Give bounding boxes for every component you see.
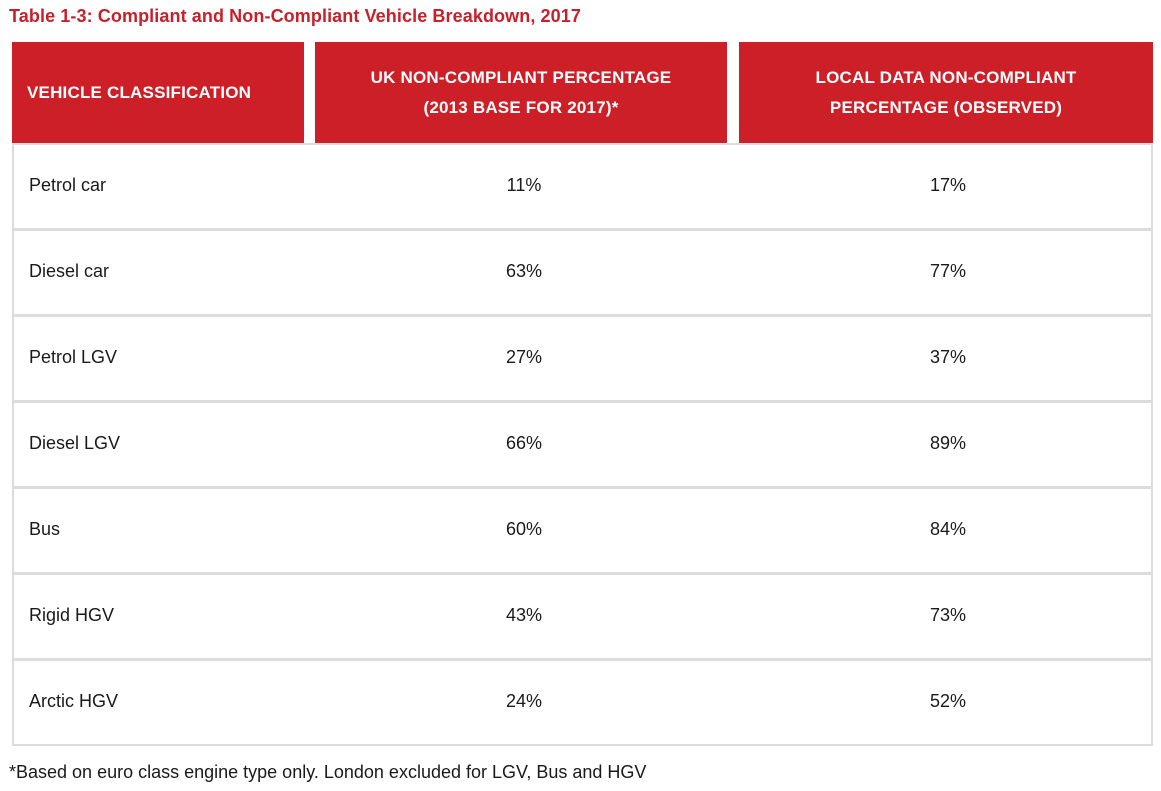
- uk-percentage-cell: 66%: [505, 433, 543, 453]
- table-footnote: *Based on euro class engine type only. L…: [9, 762, 647, 782]
- uk-percentage-cell: 43%: [505, 605, 543, 625]
- vehicle-cell: Bus: [29, 519, 61, 539]
- local-percentage-cell: 89%: [929, 433, 967, 453]
- header-vehicle-classification: VEHICLE CLASSIFICATION: [12, 42, 304, 144]
- table-row: Diesel LGV 66% 89%: [12, 401, 1153, 488]
- header-label: UK NON-COMPLIANT PERCENTAGE (2013 BASE F…: [370, 68, 672, 117]
- vehicle-cell: Petrol LGV: [29, 347, 118, 367]
- table-row: Bus 60% 84%: [12, 487, 1153, 574]
- header-label: LOCAL DATA NON-COMPLIANT PERCENTAGE (OBS…: [815, 68, 1077, 117]
- header-label: VEHICLE CLASSIFICATION: [27, 83, 252, 102]
- local-percentage-cell: 37%: [929, 347, 967, 367]
- header-uk-non-compliant: UK NON-COMPLIANT PERCENTAGE (2013 BASE F…: [315, 42, 727, 144]
- vehicle-cell: Arctic HGV: [29, 691, 119, 711]
- local-percentage-cell: 17%: [929, 175, 967, 195]
- vehicle-cell: Petrol car: [29, 175, 107, 195]
- table-title: Table 1-3: Compliant and Non-Compliant V…: [9, 6, 581, 26]
- header-local-non-compliant: LOCAL DATA NON-COMPLIANT PERCENTAGE (OBS…: [739, 42, 1153, 144]
- uk-percentage-cell: 24%: [505, 691, 543, 711]
- table-row: Diesel car 63% 77%: [12, 229, 1153, 316]
- vehicle-cell: Diesel car: [29, 261, 110, 281]
- uk-percentage-cell: 63%: [505, 261, 543, 281]
- table-row: Arctic HGV 24% 52%: [12, 659, 1153, 746]
- table-row: Petrol car 11% 17%: [12, 143, 1153, 230]
- local-percentage-cell: 73%: [929, 605, 967, 625]
- vehicle-cell: Rigid HGV: [29, 605, 115, 625]
- vehicle-cell: Diesel LGV: [29, 433, 121, 453]
- table-row: Petrol LGV 27% 37%: [12, 315, 1153, 402]
- uk-percentage-cell: 11%: [506, 175, 542, 195]
- local-percentage-cell: 84%: [929, 519, 967, 539]
- uk-percentage-cell: 60%: [505, 519, 543, 539]
- table-row: Rigid HGV 43% 73%: [12, 573, 1153, 660]
- uk-percentage-cell: 27%: [505, 347, 543, 367]
- local-percentage-cell: 77%: [929, 261, 967, 281]
- local-percentage-cell: 52%: [929, 691, 967, 711]
